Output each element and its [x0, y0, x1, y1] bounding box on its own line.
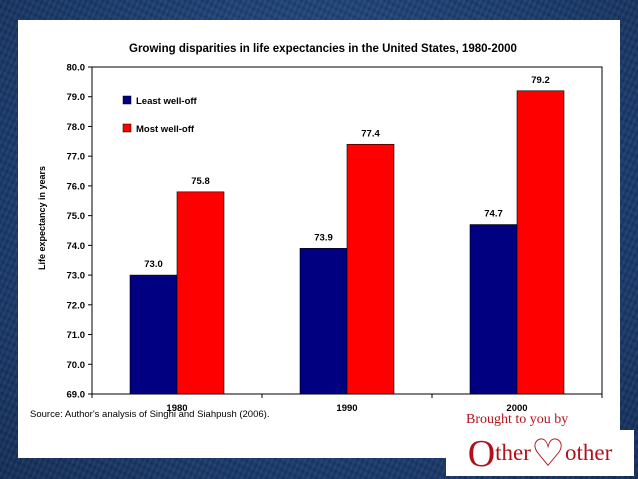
x-tick-label: 1980: [166, 403, 187, 414]
legend: Least well-off Most well-off: [122, 95, 198, 135]
legend-label-least: Least well-off: [136, 96, 198, 107]
x-axis: 1980 1990 2000: [91, 394, 603, 414]
heart-icon: ♡: [530, 432, 566, 475]
legend-swatch-most: [122, 123, 132, 133]
y-tick-label: 79.0: [67, 92, 86, 103]
y-axis-label: Life expectancy in years: [37, 166, 47, 270]
logo: Other♡other: [446, 430, 634, 476]
y-tick-label: 75.0: [67, 211, 86, 222]
source-note: Source: Author's analysis of Singhi and …: [30, 409, 270, 420]
y-tick-label: 78.0: [67, 122, 86, 133]
x-tick-label: 1990: [336, 403, 357, 414]
y-tick-label: 80.0: [67, 63, 86, 74]
y-tick-label: 70.0: [67, 360, 86, 371]
data-label: 77.4: [361, 128, 380, 139]
chart-title: Growing disparities in life expectancies…: [129, 43, 517, 55]
y-tick-label: 74.0: [67, 241, 86, 252]
logo-word-other: other: [565, 439, 613, 465]
bar-least-1990: [299, 248, 348, 395]
y-tick-label: 76.0: [67, 181, 86, 192]
bar-least-1980: [129, 274, 178, 395]
data-label: 73.0: [144, 259, 163, 270]
data-label: 74.7: [484, 209, 503, 220]
y-tick-label: 77.0: [67, 152, 86, 163]
bar-most-2000: [516, 90, 565, 395]
bars-group: [129, 90, 565, 395]
legend-swatch-least: [122, 95, 132, 105]
y-tick-label: 72.0: [67, 300, 86, 311]
bar-most-1990: [346, 143, 395, 395]
y-tick-label: 71.0: [67, 330, 86, 341]
data-labels-group: 73.0 75.8 73.9 77.4 74.7 79.2: [144, 75, 550, 270]
brought-to-you-text: Brought to you by: [466, 412, 569, 427]
logo-letter-o: O: [467, 432, 496, 475]
bar-most-1980: [176, 191, 225, 395]
legend-label-most: Most well-off: [136, 124, 195, 135]
logo-word-ther: ther: [495, 439, 531, 465]
y-tick-label: 69.0: [67, 390, 86, 401]
y-axis: 69.0 70.0 71.0 72.0 73.0 74.0 75.0 76.0 77.0 78.0…: [67, 63, 92, 401]
x-tick-label: 2000: [506, 403, 527, 414]
data-label: 79.2: [531, 75, 550, 86]
data-label: 73.9: [314, 232, 333, 243]
y-tick-label: 73.0: [67, 271, 86, 282]
data-label: 75.8: [191, 176, 210, 187]
logo-text: Other♡other: [468, 431, 613, 476]
bar-least-2000: [469, 224, 518, 395]
